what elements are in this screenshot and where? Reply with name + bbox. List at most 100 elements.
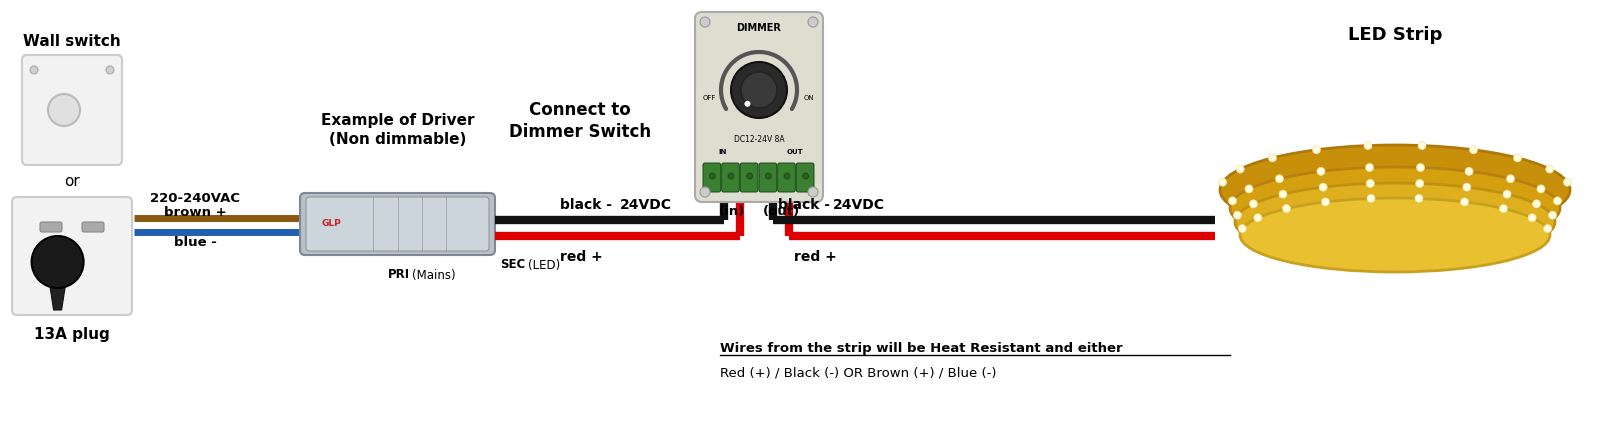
Circle shape [1414,194,1422,202]
Text: GLP: GLP [322,219,342,228]
Circle shape [1507,175,1515,183]
Text: black -: black - [560,198,611,212]
Circle shape [1238,224,1246,232]
Text: 24VDC: 24VDC [621,198,672,212]
Circle shape [1363,142,1371,150]
Circle shape [747,173,752,179]
FancyBboxPatch shape [722,163,739,192]
Circle shape [701,187,710,197]
Circle shape [1317,167,1325,175]
FancyBboxPatch shape [13,197,131,315]
Circle shape [1219,178,1227,186]
Text: ON: ON [803,95,814,101]
Circle shape [1554,197,1562,205]
Circle shape [1563,178,1571,186]
Circle shape [1461,198,1469,206]
Text: black -: black - [778,198,830,212]
Circle shape [709,173,715,179]
Text: Example of Driver: Example of Driver [320,113,474,127]
Text: LED Strip: LED Strip [1347,26,1442,44]
Circle shape [106,66,114,74]
Circle shape [1275,175,1283,183]
Text: DC12-24V 8A: DC12-24V 8A [734,135,784,144]
Circle shape [1234,211,1242,219]
Text: DIMMER: DIMMER [736,23,781,33]
Circle shape [701,17,710,27]
Circle shape [1254,214,1262,222]
Polygon shape [50,284,66,310]
Circle shape [48,94,80,126]
Text: Red (+) / Black (-) OR Brown (+) / Blue (-): Red (+) / Black (-) OR Brown (+) / Blue … [720,367,997,380]
Circle shape [1416,164,1424,172]
Circle shape [1469,146,1477,154]
Circle shape [741,72,778,108]
Circle shape [765,173,771,179]
FancyBboxPatch shape [778,163,795,192]
Circle shape [1546,165,1554,173]
Circle shape [1229,197,1237,205]
Text: (LED): (LED) [528,258,560,271]
Ellipse shape [1230,167,1560,249]
Text: 220-240VAC: 220-240VAC [150,191,240,204]
Text: Dimmer Switch: Dimmer Switch [509,123,651,141]
Circle shape [1237,165,1245,173]
FancyBboxPatch shape [758,163,776,192]
Circle shape [1245,185,1253,193]
Circle shape [784,173,790,179]
Circle shape [1528,214,1536,222]
Text: Wall switch: Wall switch [22,34,122,50]
FancyBboxPatch shape [82,222,104,232]
Text: (out): (out) [762,206,800,219]
Text: blue -: blue - [173,236,216,249]
Circle shape [1322,198,1330,206]
Text: red +: red + [794,250,837,264]
Circle shape [1544,224,1552,232]
Text: PRI: PRI [387,269,410,282]
Text: SEC: SEC [499,258,525,271]
Circle shape [1250,200,1258,208]
FancyBboxPatch shape [702,163,720,192]
Text: OFF: OFF [702,95,715,101]
Circle shape [731,62,787,118]
Circle shape [1366,179,1374,187]
Circle shape [30,66,38,74]
Text: 13A plug: 13A plug [34,328,110,342]
Text: OUT: OUT [787,149,803,155]
Circle shape [1318,183,1326,191]
Text: or: or [64,174,80,190]
Text: (in): (in) [718,206,746,219]
Circle shape [1466,167,1474,175]
Circle shape [32,236,83,288]
Circle shape [1514,154,1522,162]
Circle shape [1312,146,1320,154]
Text: (Mains): (Mains) [411,269,456,282]
Ellipse shape [1240,198,1550,272]
Circle shape [808,17,818,27]
FancyBboxPatch shape [301,193,494,255]
FancyBboxPatch shape [694,12,822,202]
Ellipse shape [1235,183,1555,261]
Circle shape [803,173,808,179]
Circle shape [1549,211,1557,219]
FancyBboxPatch shape [797,163,814,192]
Circle shape [1278,190,1286,198]
Text: brown +: brown + [163,206,226,219]
Circle shape [1366,194,1374,202]
Text: IN: IN [718,149,726,155]
FancyBboxPatch shape [306,197,490,251]
FancyBboxPatch shape [58,247,80,259]
Circle shape [1538,185,1546,193]
Circle shape [1365,164,1373,172]
Text: Connect to: Connect to [530,101,630,119]
Text: Wires from the strip will be Heat Resistant and either: Wires from the strip will be Heat Resist… [720,342,1123,355]
Circle shape [1283,205,1291,213]
FancyBboxPatch shape [40,222,62,232]
Circle shape [1462,183,1470,191]
Circle shape [1418,142,1426,150]
Circle shape [808,187,818,197]
Circle shape [1533,200,1541,208]
Circle shape [1499,205,1507,213]
Text: 24VDC: 24VDC [834,198,885,212]
Text: (Non dimmable): (Non dimmable) [330,132,466,148]
FancyBboxPatch shape [741,163,758,192]
